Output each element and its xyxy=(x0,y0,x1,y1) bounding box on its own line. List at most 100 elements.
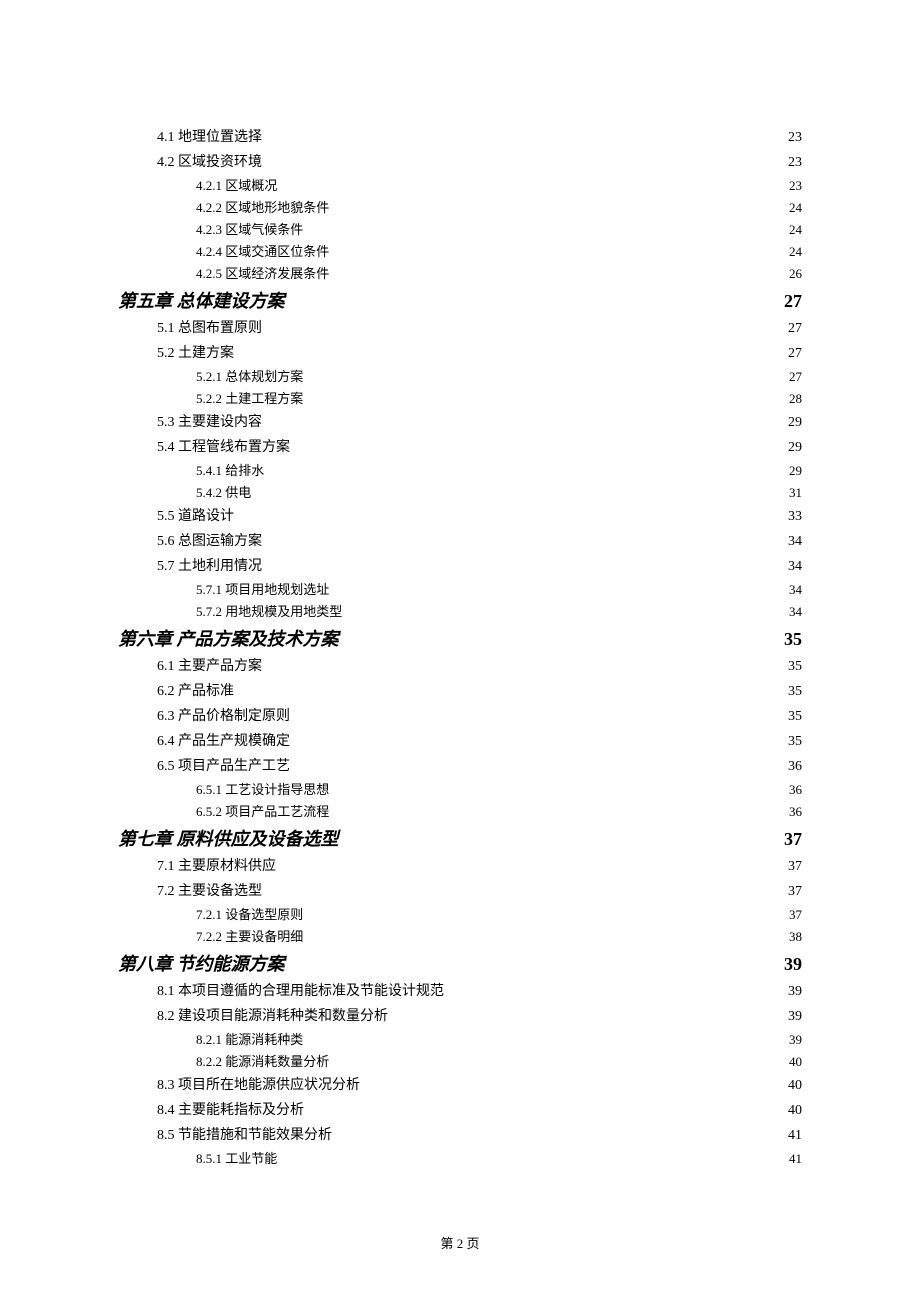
toc-entry: 8.1 本项目遵循的合理用能标准及节能设计规范39 xyxy=(157,980,802,1004)
toc-entry-label: 5.4.2 供电 xyxy=(196,482,251,504)
toc-entry-page: 37 xyxy=(788,880,802,904)
toc-entry-page: 27 xyxy=(788,342,802,366)
toc-entry-page: 39 xyxy=(789,1029,802,1051)
toc-entry: 4.2.3 区域气候条件 24 xyxy=(196,219,802,241)
toc-entry-label: 7.2.2 主要设备明细 xyxy=(196,926,303,948)
toc-entry: 5.4.2 供电31 xyxy=(196,482,802,504)
page-footer: 第 2 页 xyxy=(0,1233,920,1252)
toc-entry-label: 5.3 主要建设内容 xyxy=(157,411,262,435)
toc-entry-label: 4.2.4 区域交通区位条件 xyxy=(196,241,329,263)
toc-entry-page: 23 xyxy=(788,151,802,175)
toc-entry: 6.1 主要产品方案 35 xyxy=(157,655,802,679)
toc-entry: 第五章 总体建设方案27 xyxy=(118,288,802,314)
toc-entry-label: 第八章 节约能源方案 xyxy=(118,951,285,977)
toc-entry-label: 第六章 产品方案及技术方案 xyxy=(118,626,339,652)
toc-entry-page: 23 xyxy=(789,175,802,197)
toc-entry: 7.2.2 主要设备明细 38 xyxy=(196,926,802,948)
toc-entry-page: 29 xyxy=(788,436,802,460)
toc-entry-page: 40 xyxy=(788,1099,802,1123)
toc-entry: 6.5.1 工艺设计指导思想36 xyxy=(196,779,802,801)
toc-entry: 7.2.1 设备选型原则37 xyxy=(196,904,802,926)
toc-entry: 5.2.1 总体规划方案 27 xyxy=(196,366,802,388)
toc-entry-page: 35 xyxy=(788,655,802,679)
toc-entry-label: 4.2.2 区域地形地貌条件 xyxy=(196,197,329,219)
toc-entry: 5.7.1 项目用地规划选址 34 xyxy=(196,579,802,601)
toc-entry-page: 27 xyxy=(784,288,802,314)
toc-entry-page: 23 xyxy=(788,126,802,150)
toc-entry-label: 7.1 主要原材料供应 xyxy=(157,855,276,879)
toc-entry-page: 34 xyxy=(789,601,802,623)
toc-entry-label: 5.5 道路设计 xyxy=(157,505,234,529)
toc-entry-label: 4.1 地理位置选择 xyxy=(157,126,262,150)
toc-entry-label: 4.2.3 区域气候条件 xyxy=(196,219,303,241)
toc-entry: 5.5 道路设计33 xyxy=(157,505,802,529)
toc-entry-page: 34 xyxy=(788,530,802,554)
toc-entry-label: 5.7.1 项目用地规划选址 xyxy=(196,579,329,601)
toc-entry-page: 28 xyxy=(789,388,802,410)
toc-entry: 5.2.2 土建工程方案 28 xyxy=(196,388,802,410)
toc-entry-label: 5.4.1 给排水 xyxy=(196,460,264,482)
toc-entry: 8.5 节能措施和节能效果分析 41 xyxy=(157,1124,802,1148)
toc-entry-page: 40 xyxy=(789,1051,802,1073)
toc-entry: 6.2 产品标准35 xyxy=(157,680,802,704)
toc-entry-page: 37 xyxy=(784,826,802,852)
toc-entry-label: 5.2.1 总体规划方案 xyxy=(196,366,303,388)
toc-entry: 7.1 主要原材料供应 37 xyxy=(157,855,802,879)
toc-entry-label: 5.2.2 土建工程方案 xyxy=(196,388,303,410)
toc-entry-page: 36 xyxy=(788,755,802,779)
toc-entry-page: 34 xyxy=(788,555,802,579)
toc-entry-page: 41 xyxy=(788,1124,802,1148)
toc-entry-label: 6.5.1 工艺设计指导思想 xyxy=(196,779,329,801)
toc-entry-page: 37 xyxy=(788,855,802,879)
toc-entry: 5.6 总图运输方案34 xyxy=(157,530,802,554)
toc-entry-label: 5.1 总图布置原则 xyxy=(157,317,262,341)
toc-entry: 6.5 项目产品生产工艺 36 xyxy=(157,755,802,779)
toc-entry-page: 34 xyxy=(789,579,802,601)
toc-entry: 8.3 项目所在地能源供应状况分析40 xyxy=(157,1074,802,1098)
toc-entry-label: 6.1 主要产品方案 xyxy=(157,655,262,679)
toc-entry-page: 35 xyxy=(788,705,802,729)
toc-entry-label: 第七章 原料供应及设备选型 xyxy=(118,826,339,852)
toc-entry: 第七章 原料供应及设备选型 37 xyxy=(118,826,802,852)
toc-entry-page: 24 xyxy=(789,241,802,263)
toc-entry-label: 8.2.2 能源消耗数量分析 xyxy=(196,1051,329,1073)
toc-entry: 4.2.5 区域经济发展条件26 xyxy=(196,263,802,285)
toc-entry: 4.2.1 区域概况23 xyxy=(196,175,802,197)
toc-entry-label: 4.2 区域投资环境 xyxy=(157,151,262,175)
toc-entry-label: 8.5 节能措施和节能效果分析 xyxy=(157,1124,332,1148)
toc-entry-label: 7.2.1 设备选型原则 xyxy=(196,904,303,926)
toc-entry-label: 6.4 产品生产规模确定 xyxy=(157,730,290,754)
toc-entry-page: 29 xyxy=(789,460,802,482)
toc-entry-page: 27 xyxy=(789,366,802,388)
toc-entry-label: 8.2.1 能源消耗种类 xyxy=(196,1029,303,1051)
toc-entry-page: 39 xyxy=(784,951,802,977)
toc-entry: 第六章 产品方案及技术方案35 xyxy=(118,626,802,652)
toc-entry-page: 39 xyxy=(788,1005,802,1029)
toc-entry-label: 8.1 本项目遵循的合理用能标准及节能设计规范 xyxy=(157,980,444,1004)
toc-entry-page: 24 xyxy=(789,197,802,219)
toc-entry-label: 8.4 主要能耗指标及分析 xyxy=(157,1099,304,1123)
toc-entry-page: 26 xyxy=(789,263,802,285)
toc-entry-label: 6.5 项目产品生产工艺 xyxy=(157,755,290,779)
toc-entry-label: 5.7 土地利用情况 xyxy=(157,555,262,579)
toc-entry-page: 24 xyxy=(789,219,802,241)
toc-entry: 5.4.1 给排水 29 xyxy=(196,460,802,482)
toc-entry: 7.2 主要设备选型 37 xyxy=(157,880,802,904)
toc-entry-label: 7.2 主要设备选型 xyxy=(157,880,262,904)
toc-entry: 4.1 地理位置选择 23 xyxy=(157,126,802,150)
toc-entry: 5.4 工程管线布置方案29 xyxy=(157,436,802,460)
toc-entry: 5.3 主要建设内容29 xyxy=(157,411,802,435)
toc-entry: 5.7 土地利用情况 34 xyxy=(157,555,802,579)
toc-entry-page: 38 xyxy=(789,926,802,948)
table-of-contents: 4.1 地理位置选择234.2 区域投资环境234.2.1 区域概况234.2.… xyxy=(118,126,802,1170)
toc-entry: 8.2.1 能源消耗种类 39 xyxy=(196,1029,802,1051)
toc-entry-label: 8.5.1 工业节能 xyxy=(196,1148,277,1170)
toc-entry-page: 36 xyxy=(789,801,802,823)
toc-entry-page: 40 xyxy=(788,1074,802,1098)
toc-entry: 第八章 节约能源方案 39 xyxy=(118,951,802,977)
toc-entry-label: 6.5.2 项目产品工艺流程 xyxy=(196,801,329,823)
toc-entry: 6.3 产品价格制定原则35 xyxy=(157,705,802,729)
toc-entry-label: 6.2 产品标准 xyxy=(157,680,234,704)
toc-entry-label: 8.2 建设项目能源消耗种类和数量分析 xyxy=(157,1005,388,1029)
toc-entry-page: 35 xyxy=(788,730,802,754)
